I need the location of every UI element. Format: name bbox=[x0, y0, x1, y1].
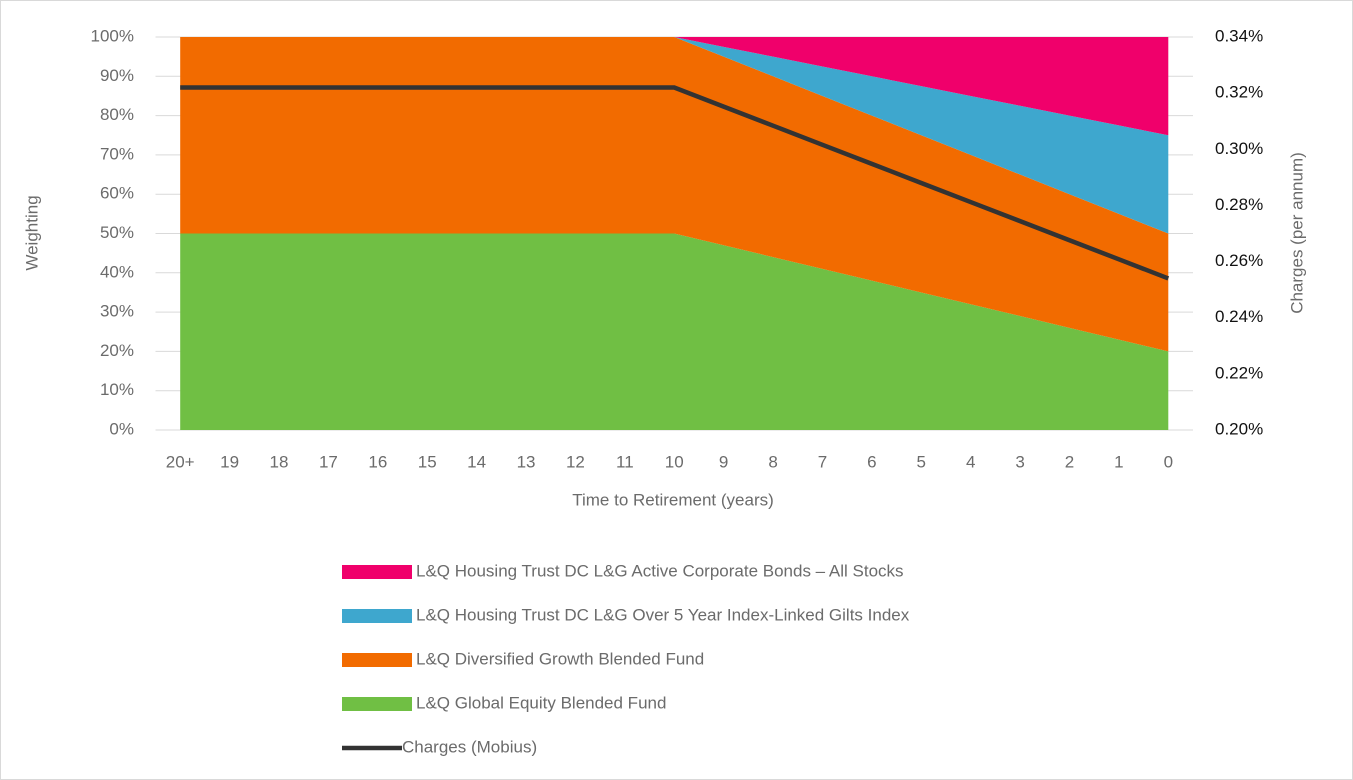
y2-tick-label: 0.32% bbox=[1215, 83, 1263, 102]
legend-label: L&Q Housing Trust DC L&G Active Corporat… bbox=[416, 561, 904, 580]
x-tick-label: 12 bbox=[566, 452, 585, 471]
y-tick-label: 20% bbox=[100, 341, 134, 360]
legend-label: L&Q Global Equity Blended Fund bbox=[416, 693, 666, 712]
y-tick-label: 30% bbox=[100, 302, 134, 321]
legend-label: L&Q Diversified Growth Blended Fund bbox=[416, 649, 704, 668]
x-tick-label: 6 bbox=[867, 452, 876, 471]
x-tick-label: 18 bbox=[270, 452, 289, 471]
x-tick-label: 14 bbox=[467, 452, 486, 471]
x-tick-label: 3 bbox=[1015, 452, 1024, 471]
y2-tick-label: 0.22% bbox=[1215, 363, 1263, 382]
y2-tick-label: 0.28% bbox=[1215, 195, 1263, 214]
x-tick-label: 2 bbox=[1065, 452, 1074, 471]
y2-axis-title: Charges (per annum) bbox=[1287, 152, 1306, 314]
y-tick-label: 70% bbox=[100, 144, 134, 163]
y-tick-label: 40% bbox=[100, 262, 134, 281]
legend-swatch bbox=[342, 697, 412, 711]
y2-tick-label: 0.34% bbox=[1215, 26, 1263, 45]
y2-tick-label: 0.30% bbox=[1215, 139, 1263, 158]
legend-swatch bbox=[342, 609, 412, 623]
x-tick-label: 16 bbox=[368, 452, 387, 471]
y-tick-label: 80% bbox=[100, 105, 134, 124]
x-tick-label: 1 bbox=[1114, 452, 1123, 471]
x-tick-label: 13 bbox=[517, 452, 536, 471]
area bbox=[180, 233, 1169, 430]
y-tick-label: 10% bbox=[100, 380, 134, 399]
area bbox=[180, 37, 1169, 136]
y-tick-label: 90% bbox=[100, 66, 134, 85]
y-tick-label: 100% bbox=[91, 26, 134, 45]
y2-tick-label: 0.20% bbox=[1215, 419, 1263, 438]
x-tick-label: 17 bbox=[319, 452, 338, 471]
y2-tick-label: 0.24% bbox=[1215, 307, 1263, 326]
x-tick-label: 4 bbox=[966, 452, 975, 471]
legend-swatch bbox=[342, 565, 412, 579]
x-axis-title: Time to Retirement (years) bbox=[572, 490, 774, 509]
y-tick-label: 60% bbox=[100, 184, 134, 203]
x-tick-label: 15 bbox=[418, 452, 437, 471]
x-tick-label: 9 bbox=[719, 452, 728, 471]
y2-tick-label: 0.26% bbox=[1215, 251, 1263, 270]
y-axis-title: Weighting bbox=[22, 195, 41, 270]
x-tick-label: 11 bbox=[616, 452, 634, 471]
legend-label: Charges (Mobius) bbox=[402, 737, 537, 756]
area bbox=[180, 37, 1169, 352]
x-tick-label: 0 bbox=[1164, 452, 1173, 471]
x-tick-label: 10 bbox=[665, 452, 684, 471]
y-tick-label: 50% bbox=[100, 223, 134, 242]
x-tick-label: 19 bbox=[220, 452, 239, 471]
legend-swatch bbox=[342, 653, 412, 667]
x-tick-label: 20+ bbox=[166, 452, 195, 471]
legend-label: L&Q Housing Trust DC L&G Over 5 Year Ind… bbox=[416, 605, 910, 624]
charge-line bbox=[180, 85, 1170, 281]
y-tick-label: 0% bbox=[109, 419, 134, 438]
x-tick-label: 7 bbox=[818, 452, 827, 471]
x-tick-label: 8 bbox=[768, 452, 777, 471]
x-tick-label: 5 bbox=[917, 452, 926, 471]
